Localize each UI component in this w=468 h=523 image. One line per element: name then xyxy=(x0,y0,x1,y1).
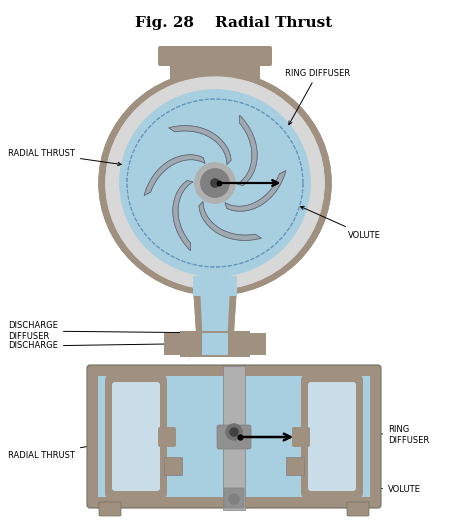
Polygon shape xyxy=(193,286,237,347)
Text: RING
DIFFUSER: RING DIFFUSER xyxy=(364,425,429,445)
Circle shape xyxy=(226,424,242,440)
Polygon shape xyxy=(225,170,286,211)
FancyBboxPatch shape xyxy=(112,382,160,491)
Bar xyxy=(193,276,237,296)
Circle shape xyxy=(230,428,238,436)
FancyBboxPatch shape xyxy=(99,502,121,516)
Circle shape xyxy=(201,169,229,197)
Polygon shape xyxy=(200,286,230,347)
Circle shape xyxy=(211,179,219,187)
FancyBboxPatch shape xyxy=(347,502,369,516)
Ellipse shape xyxy=(106,77,324,289)
Polygon shape xyxy=(199,201,261,241)
Polygon shape xyxy=(144,155,205,196)
Bar xyxy=(170,60,260,80)
FancyBboxPatch shape xyxy=(292,427,310,447)
Polygon shape xyxy=(237,116,257,186)
FancyBboxPatch shape xyxy=(217,425,251,449)
FancyBboxPatch shape xyxy=(224,488,244,508)
FancyBboxPatch shape xyxy=(180,331,250,357)
Bar xyxy=(98,376,370,497)
Ellipse shape xyxy=(99,71,331,295)
FancyBboxPatch shape xyxy=(158,427,176,447)
FancyBboxPatch shape xyxy=(105,375,167,498)
Polygon shape xyxy=(169,126,231,165)
Polygon shape xyxy=(199,201,261,241)
FancyBboxPatch shape xyxy=(164,333,180,355)
Circle shape xyxy=(211,179,219,187)
Polygon shape xyxy=(193,286,237,347)
FancyBboxPatch shape xyxy=(202,333,228,355)
Text: VOLUTE: VOLUTE xyxy=(360,485,421,495)
Polygon shape xyxy=(286,457,304,475)
Polygon shape xyxy=(173,180,193,251)
Text: RADIAL THRUST: RADIAL THRUST xyxy=(8,149,121,166)
Polygon shape xyxy=(200,286,230,347)
Circle shape xyxy=(195,163,235,203)
Polygon shape xyxy=(186,347,203,363)
Polygon shape xyxy=(225,170,286,211)
Text: Fig. 28    Radial Thrust: Fig. 28 Radial Thrust xyxy=(135,16,333,30)
Text: VOLUTE: VOLUTE xyxy=(300,207,381,240)
FancyBboxPatch shape xyxy=(87,365,381,508)
Text: RADIAL THRUST: RADIAL THRUST xyxy=(8,437,134,460)
Circle shape xyxy=(201,169,229,197)
Ellipse shape xyxy=(106,77,324,289)
Polygon shape xyxy=(173,180,193,251)
Text: DISCHARGE
DIFFUSER: DISCHARGE DIFFUSER xyxy=(8,321,221,340)
Polygon shape xyxy=(237,116,257,186)
FancyBboxPatch shape xyxy=(250,333,266,355)
Polygon shape xyxy=(144,155,205,196)
Circle shape xyxy=(195,163,235,203)
Ellipse shape xyxy=(120,90,310,276)
Circle shape xyxy=(229,494,239,504)
FancyBboxPatch shape xyxy=(308,382,356,491)
FancyBboxPatch shape xyxy=(158,46,272,66)
Bar xyxy=(223,366,245,510)
FancyBboxPatch shape xyxy=(301,375,363,498)
Ellipse shape xyxy=(99,71,331,295)
Polygon shape xyxy=(164,457,182,475)
Polygon shape xyxy=(169,126,231,165)
Ellipse shape xyxy=(120,90,310,276)
Text: DISCHARGE: DISCHARGE xyxy=(8,342,229,350)
Text: RING DIFFUSER: RING DIFFUSER xyxy=(285,69,350,124)
